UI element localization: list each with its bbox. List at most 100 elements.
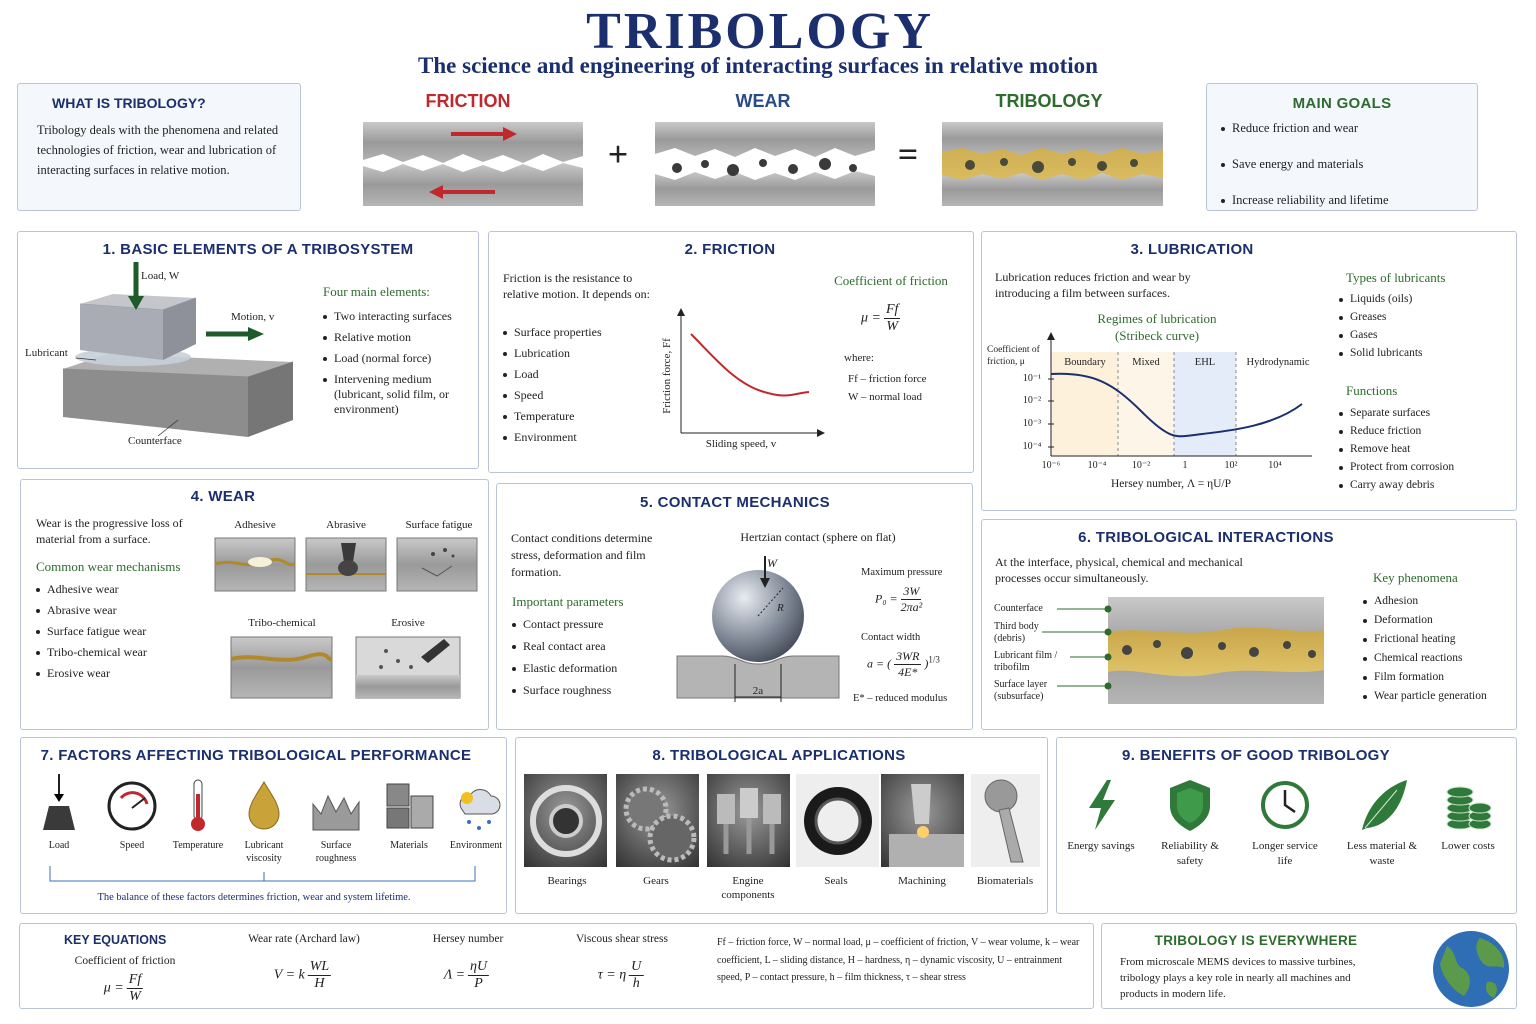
decoration-circle	[1104, 605, 1112, 613]
decoration-g	[942, 122, 1163, 206]
decoration-path	[163, 298, 196, 360]
decoration-rect	[1051, 352, 1118, 456]
benefit-icons	[1089, 780, 1492, 831]
page-title: TRIBOLOGY	[586, 3, 934, 60]
decoration-rect	[889, 834, 964, 867]
decoration-path	[43, 806, 75, 830]
decoration-path	[248, 327, 264, 341]
decoration-path	[942, 173, 1163, 206]
list-item: Erosive wear	[34, 666, 147, 681]
params-list: Contact pressure Real contact area Elastic…	[510, 617, 617, 705]
decoration-g	[965, 158, 1138, 173]
decoration-circle	[1181, 647, 1193, 659]
decoration-path	[363, 122, 583, 163]
friction-defs: Ff – friction force W – normal load	[848, 370, 927, 406]
concept-wear: WEAR	[735, 91, 791, 111]
decoration-circle	[1122, 645, 1132, 655]
contact-panel: 5. CONTACT MECHANICS Contact conditions …	[496, 483, 973, 730]
exponent: 1/3	[928, 654, 940, 665]
decoration-ellipse	[1468, 802, 1492, 814]
list-item: Film formation	[1361, 670, 1487, 685]
decoration-path	[760, 578, 770, 588]
tribosystem-illustration	[62, 262, 294, 437]
application-label: Machining	[898, 875, 946, 887]
friction-text: Friction is the resistance to relative m…	[503, 271, 650, 301]
regime-label: Boundary	[1064, 357, 1106, 368]
concept-illustrations	[363, 122, 1163, 206]
list-item: Load (normal force)	[321, 351, 471, 366]
decoration-circle	[384, 649, 388, 653]
mechanisms-title: Common wear mechanisms	[36, 559, 181, 574]
intro-panel: WHAT IS TRIBOLOGY? Tribology deals with …	[17, 83, 301, 211]
key-title: Key phenomena	[1373, 570, 1458, 585]
decoration-rect	[1174, 352, 1236, 456]
image-label: Adhesive	[234, 519, 276, 531]
decoration-circle	[1308, 650, 1316, 658]
concept-friction: FRICTION	[425, 91, 511, 111]
list-item: Adhesive wear	[34, 582, 147, 597]
decoration-circle	[1130, 159, 1138, 167]
decoration-circle	[451, 554, 455, 558]
decoration-rect	[386, 783, 410, 807]
decoration-path	[1089, 780, 1115, 830]
decoration-g	[363, 122, 583, 206]
modulus-label: E* – reduced modulus	[853, 693, 948, 704]
section-title: 8. TRIBOLOGICAL APPLICATIONS	[652, 747, 906, 764]
x-tick-label: 10⁻⁶	[1041, 460, 1061, 471]
denominator: h	[632, 976, 640, 991]
interactions-panel: 6. TRIBOLOGICAL INTERACTIONS At the inte…	[981, 519, 1517, 730]
decoration-g	[707, 774, 790, 867]
list-item: Save energy and materials	[1219, 157, 1418, 172]
list-item: Increase reliability and lifetime	[1219, 193, 1418, 208]
decoration-g	[672, 158, 857, 176]
globe-icon	[1433, 931, 1509, 1007]
fraction: WL H	[307, 959, 332, 992]
numerator: 3W	[901, 584, 922, 600]
equation-formula: Λ = ηU P	[444, 959, 492, 992]
decoration-path	[942, 122, 1163, 155]
denominator: H	[314, 976, 325, 991]
section-title: 4. WEAR	[190, 488, 256, 505]
list-item: Tribo-chemical wear	[34, 645, 147, 660]
decoration-path	[131, 797, 146, 809]
factors-note: The balance of these factors determines …	[97, 892, 411, 903]
image-label: Tribo-chemical	[248, 617, 316, 629]
section-title: 9. BENEFITS OF GOOD TRIBOLOGY	[1122, 747, 1390, 764]
decoration-circle	[1032, 161, 1044, 173]
list-item: Environment	[501, 430, 602, 445]
intro-title: WHAT IS TRIBOLOGY?	[52, 95, 206, 111]
list-item: Frictional heating	[1361, 632, 1487, 647]
hertz-title: Hertzian contact (sphere on flat)	[740, 530, 896, 544]
elements-list: Two interacting surfaces Relative motion L…	[321, 309, 471, 423]
denominator: 4E*	[898, 665, 918, 679]
y-tick-label: 10⁻²	[1022, 395, 1042, 406]
list-item: Two interacting surfaces	[321, 309, 471, 324]
decoration-circle	[1104, 653, 1112, 661]
decoration-path	[119, 791, 149, 805]
decoration-rect	[717, 794, 735, 824]
friction-y-axis: Friction force, Ff	[661, 338, 673, 414]
numerator: ηU	[468, 959, 490, 976]
hertz-radius: R	[777, 602, 784, 614]
formula-lhs: V = k	[273, 967, 305, 983]
regimes-title: Regimes of lubrication (Stribeck curve)	[1097, 311, 1217, 343]
friction-formula: μ = Ff W	[861, 302, 903, 335]
decoration-circle	[467, 820, 471, 824]
intro-text: Tribology deals with the phenomena and r…	[37, 123, 279, 177]
decoration-g	[881, 774, 964, 867]
decoration-path	[312, 794, 360, 831]
coef-title: Coefficient of friction	[834, 273, 948, 288]
decoration-ellipse	[248, 557, 272, 567]
image-label: Erosive	[391, 617, 425, 629]
equation-label: Hersey number	[432, 933, 504, 945]
counterface-label: Counterface	[128, 435, 182, 447]
decoration-circle	[487, 820, 491, 824]
everywhere-text: From microscale MEMS devices to massive …	[1120, 956, 1356, 1000]
plus-sign: +	[607, 134, 629, 174]
lubrication-panel: 3. LUBRICATION Lubrication reduces frict…	[981, 231, 1517, 511]
list-item: Real contact area	[510, 639, 617, 654]
elements-subtitle: Four main elements:	[323, 284, 430, 299]
decoration-g	[1042, 605, 1112, 690]
application-label: Gears	[643, 875, 669, 887]
